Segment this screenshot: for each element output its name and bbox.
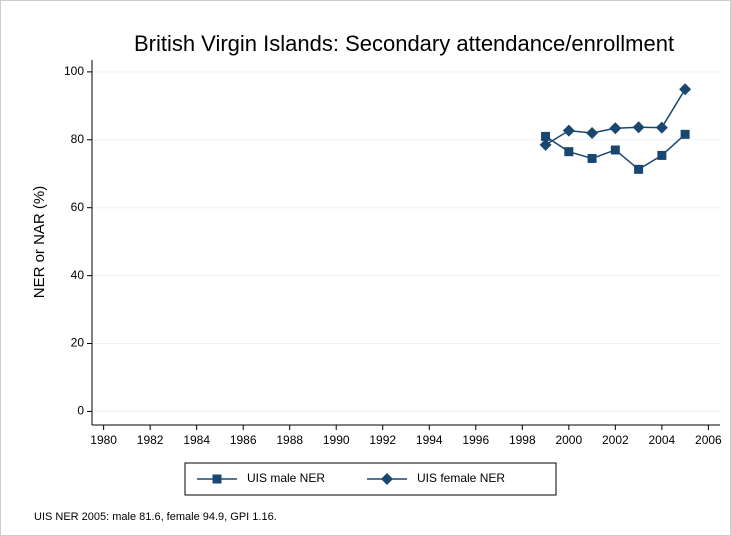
marker bbox=[610, 145, 620, 155]
marker bbox=[539, 138, 552, 151]
x-tick-label: 1998 bbox=[509, 433, 536, 447]
marker bbox=[587, 153, 597, 163]
marker bbox=[632, 121, 645, 134]
legend-label: UIS male NER bbox=[247, 471, 325, 485]
x-tick-label: 2004 bbox=[649, 433, 676, 447]
marker bbox=[381, 473, 393, 485]
chart-title: British Virgin Islands: Secondary attend… bbox=[134, 31, 674, 56]
marker bbox=[634, 164, 644, 174]
x-tick-label: 1990 bbox=[323, 433, 350, 447]
x-tick-label: 1992 bbox=[369, 433, 396, 447]
y-tick-label: 60 bbox=[71, 200, 85, 214]
marker bbox=[609, 122, 622, 135]
y-tick-label: 80 bbox=[71, 132, 85, 146]
y-tick-label: 20 bbox=[71, 336, 85, 350]
marker bbox=[541, 131, 551, 141]
x-tick-label: 1994 bbox=[416, 433, 443, 447]
x-tick-label: 1980 bbox=[90, 433, 117, 447]
y-tick-label: 0 bbox=[77, 404, 84, 418]
y-axis-label: NER or NAR (%) bbox=[31, 186, 48, 299]
marker bbox=[586, 127, 599, 139]
note: UIS NER 2005: male 81.6, female 94.9, GP… bbox=[34, 511, 277, 523]
x-tick-label: 2002 bbox=[602, 433, 629, 447]
x-tick-label: 2000 bbox=[555, 433, 582, 447]
marker bbox=[212, 474, 222, 484]
marker bbox=[680, 129, 690, 139]
marker bbox=[562, 124, 575, 137]
x-tick-label: 1986 bbox=[230, 433, 257, 447]
x-tick-label: 1982 bbox=[137, 433, 164, 447]
y-tick-label: 100 bbox=[64, 64, 84, 78]
marker bbox=[679, 83, 692, 96]
marker bbox=[657, 150, 667, 160]
marker bbox=[564, 147, 574, 157]
x-tick-label: 1988 bbox=[276, 433, 303, 447]
marker bbox=[655, 121, 668, 134]
y-tick-label: 40 bbox=[71, 268, 85, 282]
x-tick-label: 1984 bbox=[183, 433, 210, 447]
legend-label: UIS female NER bbox=[417, 471, 505, 485]
x-tick-label: 2006 bbox=[695, 433, 722, 447]
x-tick-label: 1996 bbox=[462, 433, 489, 447]
